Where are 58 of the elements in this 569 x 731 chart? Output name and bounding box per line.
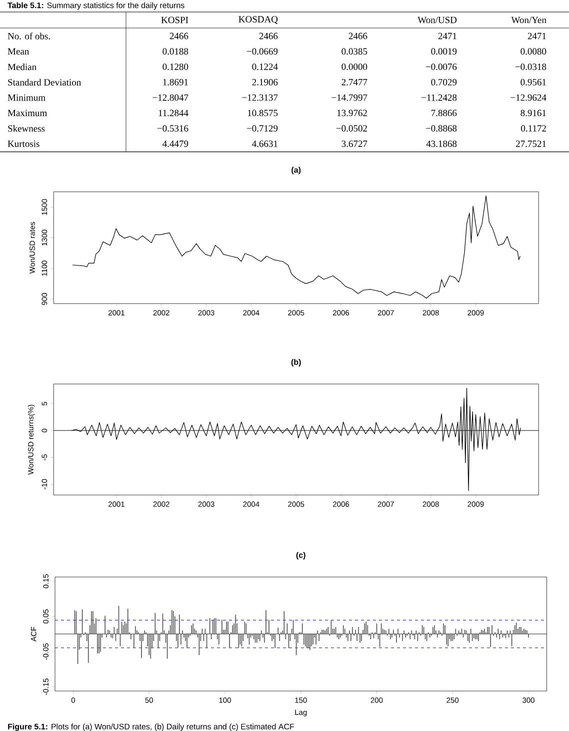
category-label: Kurtosis [8,140,40,147]
text: 2.7477 [342,78,368,86]
chart-title: (b) [291,359,301,366]
text: 0.1224 [252,64,278,70]
text: 2466 [259,32,278,40]
text: 1.8691 [163,78,188,86]
text: −0.0318 [515,64,546,70]
text: −12.9624 [510,94,546,101]
text: 10.8575 [248,110,278,116]
category-label: Standard Deviation [8,78,81,86]
category-label: Mean [8,48,30,55]
text: 27.7521 [516,140,546,148]
text: −11.2428 [422,94,457,101]
text: 0.1172 [521,125,546,132]
chart-title: (a) [292,166,301,174]
text: 4.6631 [252,140,278,148]
text: 0.0019 [431,48,457,55]
text: −0.0076 [426,64,457,70]
category-label: KOSPI [161,16,188,24]
text: 43.1868 [426,140,457,148]
text: 0.9561 [520,78,546,86]
text: 13.9762 [337,110,367,116]
text: 3.6727 [342,140,368,148]
text: 0.7029 [431,78,457,86]
category-label: Skewness [8,125,45,132]
text: 7.8866 [431,110,457,116]
category-label: No. of obs. [8,32,50,40]
text: 0.0080 [520,48,546,55]
text: −12.3137 [242,94,278,101]
chart-title: (c) [296,552,306,560]
text: −0.8868 [426,125,457,132]
category-label: KOSDAQ [238,16,278,24]
text: 0.0385 [342,48,368,55]
text: −0.0502 [336,125,367,132]
text: 8.9161 [520,110,546,116]
text: −14.7997 [332,94,368,101]
text: −0.7129 [246,125,278,132]
text: −12.8047 [152,94,188,101]
text: 0.0000 [342,64,368,70]
text: 2466 [348,32,368,40]
category-label: Median [8,63,36,70]
category-label: Minimum [8,94,46,101]
text: 2466 [170,32,188,40]
line-series [72,196,520,299]
text: Table 5.1: Summary statistics for the daily returns [8,2,184,10]
text: 2471 [528,32,546,40]
text: 4.4479 [162,140,188,148]
text: 0.0188 [162,48,188,55]
text: 0.1280 [162,64,188,70]
text: 2.1906 [252,78,278,86]
category-label: Maximum [8,110,47,116]
category-label: Won/Yen [511,16,546,24]
category-label: Won/USD [418,16,457,24]
text: Figure 5.1: Plots for (a) Won/USD rates, (b) Daily returns and (c) Estimated ACF [8,724,294,731]
text: 11.2844 [158,110,188,116]
text: 2471 [438,32,456,40]
text: −0.5316 [157,125,188,132]
text: −0.0669 [246,48,278,55]
